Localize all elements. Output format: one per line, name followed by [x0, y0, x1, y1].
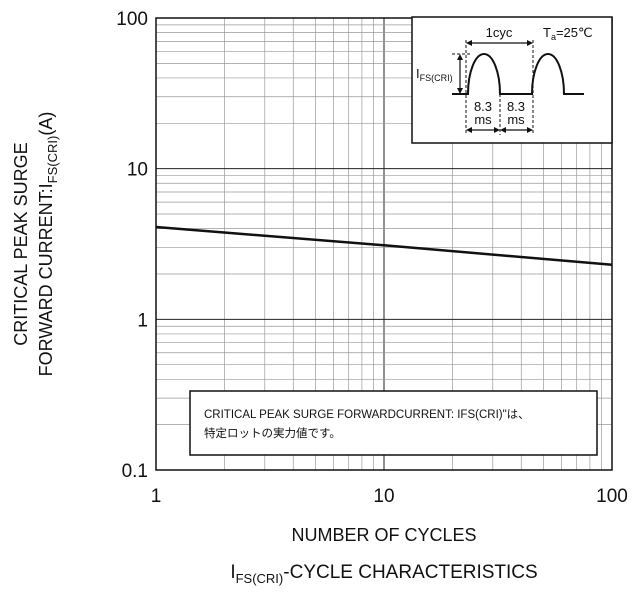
x-tick-label: 1: [151, 486, 162, 507]
arrowhead: [500, 127, 506, 133]
inset-cycle-label: 1cyc: [486, 25, 513, 40]
arrowhead: [494, 127, 500, 133]
arrowhead: [527, 40, 533, 46]
chart-caption: IFS(CRI)-CYCLE CHARACTERISTICS: [230, 562, 537, 586]
y-axis-label-line1: CRITICAL PEAK SURGE: [11, 142, 31, 345]
inset-current-label: IFS(CRI): [416, 66, 453, 83]
note-line1: CRITICAL PEAK SURGE FORWARDCURRENT: IFS(…: [204, 408, 530, 421]
y-tick-label: 1: [137, 310, 148, 331]
note-box: CRITICAL PEAK SURGE FORWARDCURRENT: IFS(…: [189, 390, 598, 456]
inset-temp-label: Ta=25℃: [543, 25, 593, 42]
y-tick-label: 100: [116, 9, 148, 30]
arrowhead: [527, 127, 533, 133]
arrowhead: [466, 40, 472, 46]
y-tick-label: 0.1: [122, 461, 148, 482]
y-axis-label-line2: FORWARD CURRENT:IFS(CRI)(A): [36, 112, 60, 377]
waveform-line: [452, 53, 584, 95]
x-axis-label: NUMBER OF CYCLES: [291, 525, 476, 545]
x-tick-label: 100: [596, 486, 628, 507]
arrowhead: [457, 54, 463, 60]
note-line2: 特定ロットの実力値です。: [204, 426, 341, 440]
inset-interval1-value: 8.3: [474, 99, 492, 114]
inset-box: [411, 16, 613, 144]
arrowhead: [457, 88, 463, 94]
y-axis-label: CRITICAL PEAK SURGE FORWARD CURRENT:IFS(…: [11, 112, 60, 377]
series-line: [155, 225, 613, 267]
plot-frame: [155, 17, 613, 471]
arrowhead: [466, 127, 472, 133]
inset-interval2-value: 8.3: [507, 99, 525, 114]
inset-interval2-unit: ms: [507, 112, 525, 127]
inset-interval1-unit: ms: [474, 112, 492, 127]
inset-waveform: 1cyc Ta=25℃ IFS(CRI) 8.3 ms 8.3 ms: [411, 16, 613, 144]
note-frame: [189, 390, 598, 456]
x-tick-label: 10: [373, 486, 394, 507]
y-tick-label: 10: [127, 160, 148, 181]
series-layer: [155, 225, 613, 267]
